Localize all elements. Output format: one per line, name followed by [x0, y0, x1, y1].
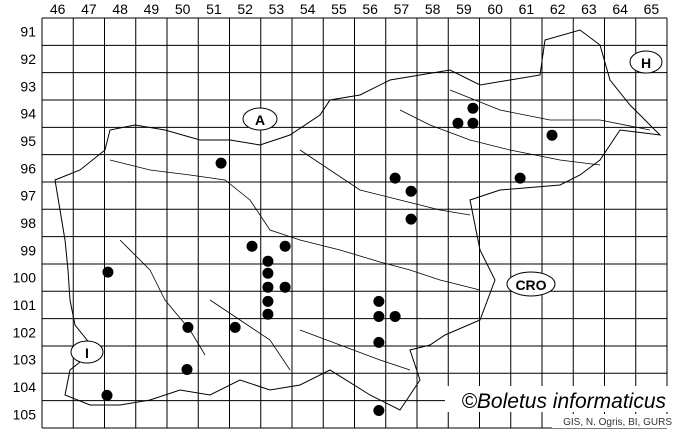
row-label: 94: [20, 106, 36, 122]
row-label: 100: [13, 270, 37, 286]
record-dot: [262, 255, 274, 267]
col-label: 62: [550, 1, 566, 17]
record-dot: [373, 310, 385, 322]
col-label: 46: [50, 1, 66, 17]
record-dot: [467, 102, 479, 114]
record-dot: [182, 321, 194, 333]
col-label: 63: [581, 1, 597, 17]
col-label: 55: [331, 1, 347, 17]
label-croatia: CRO: [515, 277, 546, 293]
record-dot: [546, 129, 558, 141]
grid: 46 47 48 49 50 51 52 53 54 55 56 57 58 59 60 61 62 63 64 65…: [13, 1, 668, 429]
col-label: 61: [519, 1, 535, 17]
record-dot: [373, 404, 385, 416]
col-label: 64: [612, 1, 628, 17]
col-label: 52: [237, 1, 253, 17]
col-label: 48: [112, 1, 128, 17]
record-dot: [262, 281, 274, 293]
col-label: 60: [487, 1, 503, 17]
col-label: 53: [269, 1, 285, 17]
record-dot: [246, 240, 258, 252]
row-label: 93: [20, 78, 36, 94]
label-italy: I: [85, 345, 89, 361]
record-dot: [101, 389, 113, 401]
row-label: 97: [20, 188, 36, 204]
record-dot: [279, 281, 291, 293]
row-label: 96: [20, 160, 36, 176]
col-label: 50: [175, 1, 191, 17]
record-dot: [181, 363, 193, 375]
col-label: 51: [206, 1, 222, 17]
row-label: 103: [13, 352, 37, 368]
col-label: 57: [394, 1, 410, 17]
record-dot: [405, 185, 417, 197]
record-dot: [389, 172, 401, 184]
records: [101, 102, 558, 416]
row-label: 105: [13, 406, 37, 422]
row-label: 92: [20, 51, 36, 67]
record-dot: [452, 117, 464, 129]
country-labels: A H CRO I: [70, 50, 663, 364]
record-dot: [262, 308, 274, 320]
col-label: 58: [425, 1, 441, 17]
record-dot: [467, 117, 479, 129]
row-label: 101: [13, 297, 37, 313]
label-hungary: H: [641, 55, 651, 71]
record-dot: [262, 267, 274, 279]
record-dot: [514, 172, 526, 184]
record-dot: [373, 336, 385, 348]
col-label: 49: [144, 1, 160, 17]
col-label: 59: [456, 1, 472, 17]
row-label: 102: [13, 324, 37, 340]
watermark: ©Boletus informaticus: [461, 390, 666, 413]
record-dot: [229, 321, 241, 333]
row-label: 99: [20, 242, 36, 258]
col-label: 47: [81, 1, 97, 17]
label-austria: A: [255, 112, 265, 128]
record-dot: [389, 310, 401, 322]
slovenia-border: [54, 29, 662, 411]
record-dot: [373, 295, 385, 307]
row-label: 95: [20, 133, 36, 149]
row-label: 104: [13, 379, 37, 395]
record-dot: [262, 295, 274, 307]
record-dot: [215, 157, 227, 169]
record-dot: [405, 213, 417, 225]
row-label: 98: [20, 215, 36, 231]
record-dot: [102, 266, 114, 278]
col-label: 56: [362, 1, 378, 17]
record-dot: [279, 240, 291, 252]
col-label: 65: [644, 1, 660, 17]
rivers: [109, 89, 651, 371]
col-label: 54: [300, 1, 316, 17]
source-credit: GIS, N. Ogris, BI, GURS: [563, 417, 672, 428]
row-label: 91: [20, 24, 36, 40]
